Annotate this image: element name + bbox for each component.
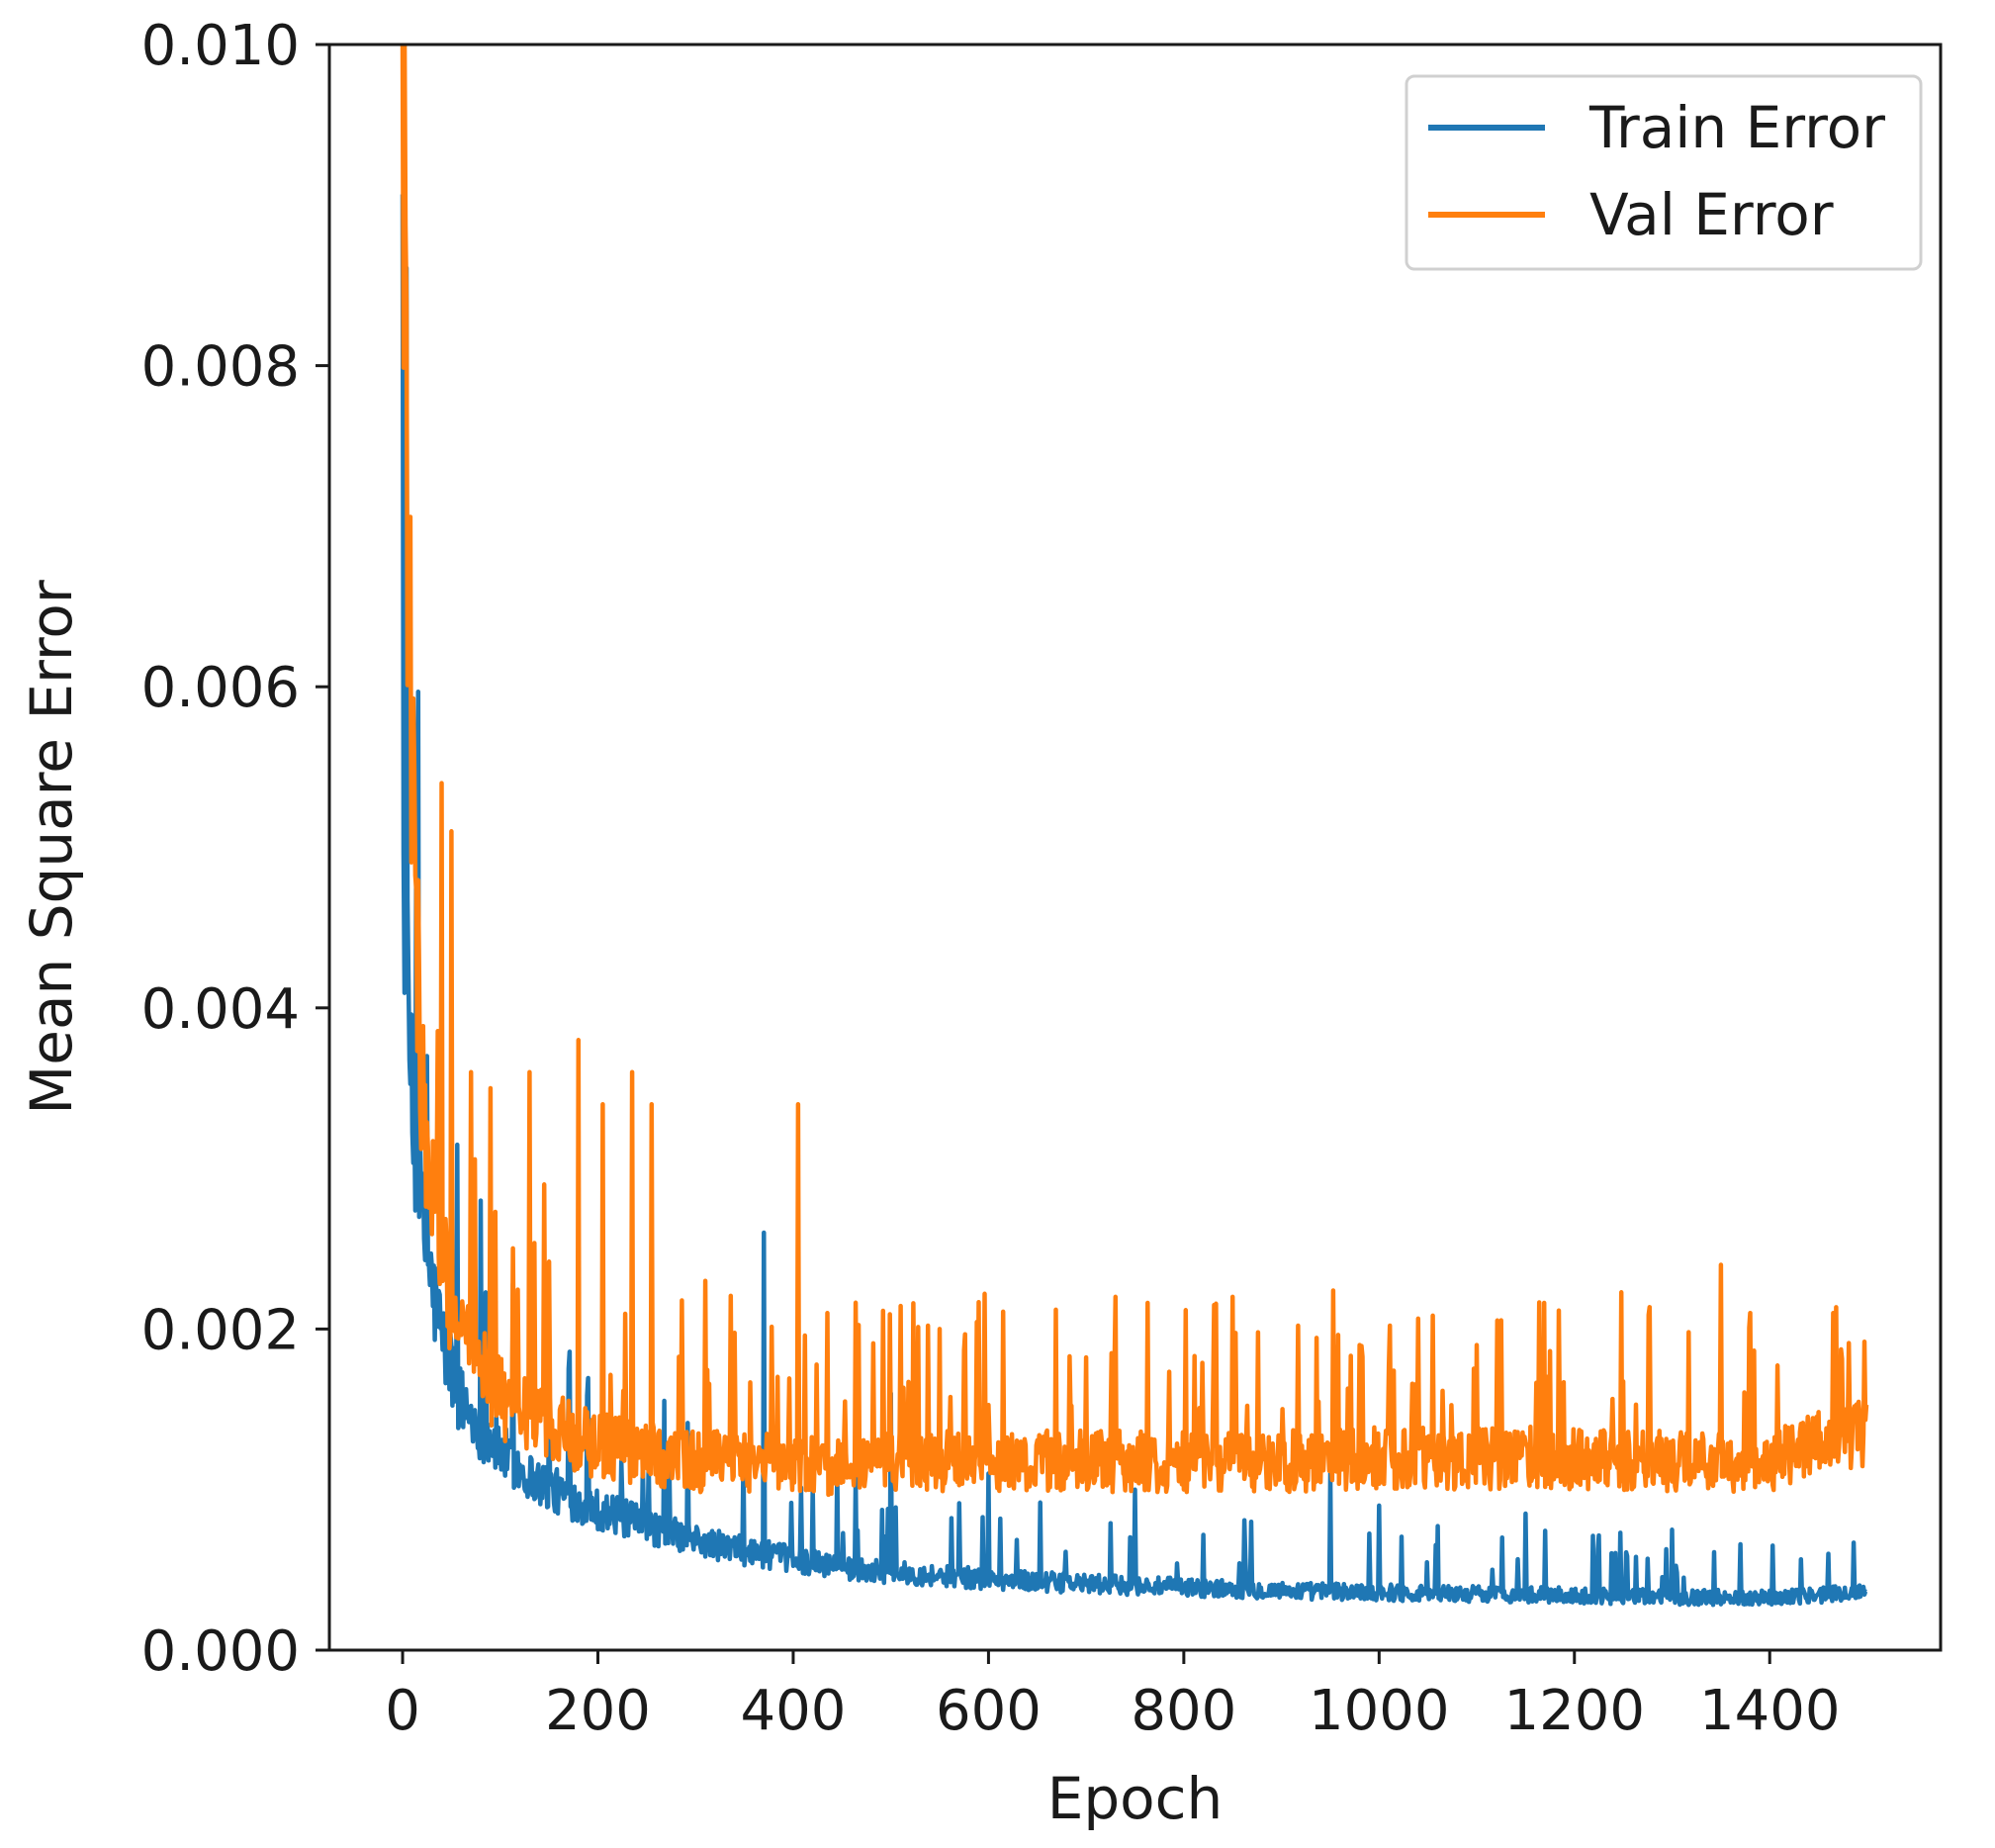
legend: Train Error Val Error: [1405, 74, 1923, 271]
legend-box: [1405, 74, 1923, 271]
x-tick-label: 1200: [1504, 1679, 1646, 1743]
x-tick-label: 200: [545, 1679, 651, 1743]
x-tick-label: 800: [1131, 1679, 1236, 1743]
x-tick-label: 600: [936, 1679, 1042, 1743]
y-tick-label: 0.006: [141, 656, 300, 720]
y-tick-label: 0.010: [141, 14, 300, 78]
y-tick-label: 0.008: [141, 335, 300, 400]
series-line-train-error: [400, 194, 1868, 1608]
x-tick-label: 1400: [1699, 1679, 1841, 1743]
plot-frame: [327, 43, 1943, 1652]
y-axis-label: Mean Square Error: [18, 580, 85, 1115]
y-tick-label: 0.000: [141, 1619, 300, 1684]
x-axis-label: Epoch: [1047, 1765, 1224, 1832]
x-tick-label: 400: [741, 1679, 847, 1743]
x-tick-label: 0: [385, 1679, 420, 1743]
y-tick-label: 0.002: [141, 1298, 300, 1362]
axes-layer: 0 200 400 600 800 1000 1200 1400 0.000 0.002 0.004…: [18, 14, 1943, 1832]
legend-label: Val Error: [1589, 181, 1834, 248]
series-line-val-error: [400, 45, 1869, 1498]
legend-label: Train Error: [1588, 94, 1885, 161]
series-layer: [400, 45, 1869, 1608]
x-tick-label: 1000: [1309, 1679, 1450, 1743]
y-tick-label: 0.004: [141, 977, 300, 1042]
